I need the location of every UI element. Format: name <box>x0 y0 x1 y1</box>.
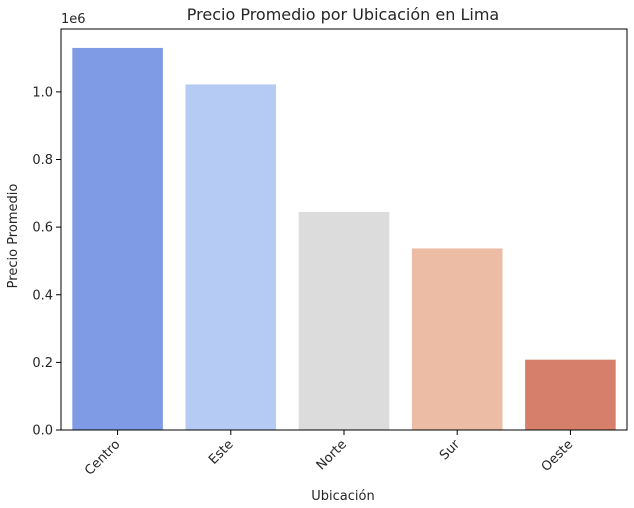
x-tick-label: Sur <box>437 437 464 464</box>
y-tick-label: 0.0 <box>32 424 53 439</box>
bar-este <box>185 84 277 430</box>
y-tick-label: 0.6 <box>32 221 53 236</box>
x-tick-label: Norte <box>314 437 350 473</box>
bar-oeste <box>525 359 616 430</box>
y-axis-label: Precio Promedio <box>6 184 21 289</box>
y-offset-label: 1e6 <box>61 12 86 27</box>
y-tick-label: 0.2 <box>32 356 53 371</box>
plot-area: 0.0 0.2 0.4 0.6 0.8 1.0 Centro Este Norte Sur Oest… <box>32 28 628 479</box>
y-tick-label: 1.0 <box>32 85 53 100</box>
bar-centro <box>72 47 163 430</box>
y-tick-label: 0.8 <box>32 153 53 168</box>
bar-norte <box>298 211 390 430</box>
chart-title: Precio Promedio por Ubicación en Lima <box>187 5 499 24</box>
x-tick-label: Oeste <box>539 437 577 475</box>
x-tick-label: Centro <box>82 437 123 478</box>
y-tick-label: 0.4 <box>32 288 53 303</box>
x-tick-label: Este <box>206 437 236 467</box>
x-axis-label: Ubicación <box>311 489 374 504</box>
bar-sur <box>411 248 503 430</box>
